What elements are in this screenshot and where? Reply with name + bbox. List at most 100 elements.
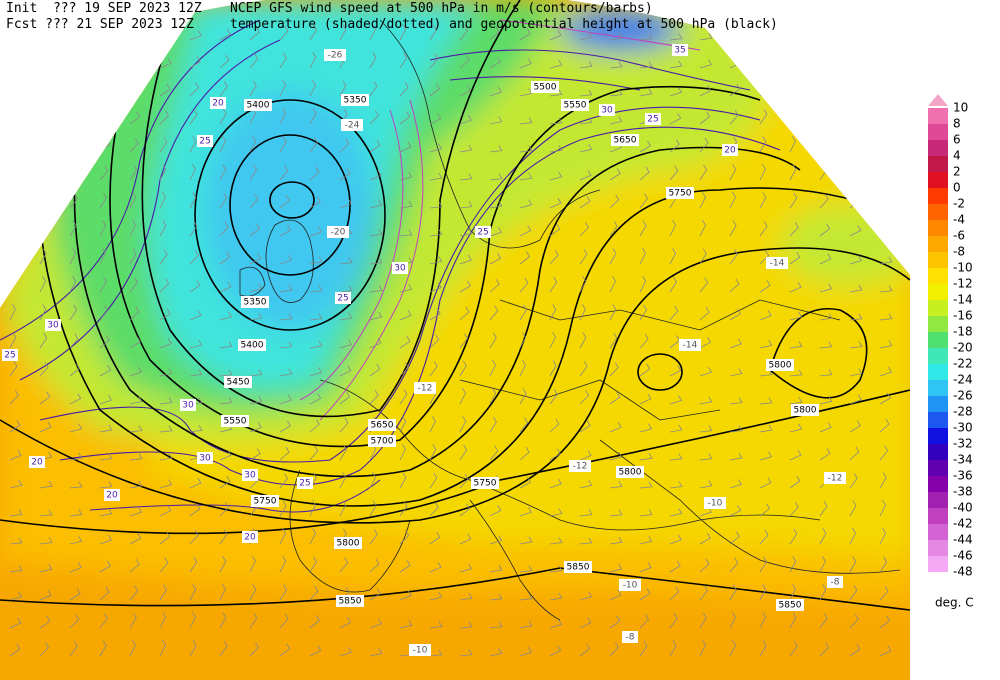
colorbar-label: 6	[953, 133, 961, 147]
barb	[159, 83, 171, 97]
barb	[579, 390, 590, 405]
colorbar-swatch	[928, 172, 948, 188]
barb	[429, 561, 442, 573]
barb	[879, 108, 887, 125]
barb	[189, 339, 203, 349]
barb	[789, 311, 803, 321]
colorbar-swatch	[928, 108, 948, 124]
colorbar-label: 8	[953, 117, 961, 131]
barb	[159, 136, 168, 153]
barb	[699, 336, 712, 349]
barb	[489, 360, 496, 377]
barb	[489, 535, 503, 545]
colorbar-label: -14	[953, 293, 973, 307]
barb	[579, 332, 587, 349]
barb	[39, 168, 51, 181]
barb	[399, 560, 411, 573]
barb	[399, 362, 409, 377]
colorbar-label: -16	[953, 309, 973, 323]
barb	[99, 586, 110, 601]
barb	[429, 256, 443, 265]
barb	[339, 365, 352, 377]
barb	[609, 642, 619, 657]
barb	[729, 531, 740, 545]
barb	[789, 397, 803, 405]
barb	[669, 424, 683, 433]
barb	[579, 537, 593, 545]
barb	[159, 249, 168, 265]
label-box	[224, 376, 252, 388]
barb	[99, 248, 106, 265]
barb	[369, 52, 377, 69]
barb	[129, 585, 139, 601]
barb	[849, 108, 857, 125]
barb	[609, 61, 623, 69]
barb	[669, 395, 683, 405]
barb	[579, 89, 593, 97]
barb	[459, 55, 470, 69]
colorbar-label: -8	[953, 245, 965, 259]
barb	[429, 53, 439, 69]
barb	[69, 193, 79, 209]
barb	[459, 592, 473, 601]
barb	[129, 507, 143, 517]
barb	[429, 416, 436, 433]
barb	[669, 586, 680, 601]
barb	[279, 108, 286, 125]
barb	[579, 617, 592, 629]
barb	[879, 285, 893, 293]
contour-label: -10	[623, 581, 638, 591]
barb	[699, 137, 709, 153]
barb	[519, 304, 527, 321]
barb	[159, 584, 167, 601]
barb	[759, 310, 772, 321]
barb	[699, 640, 706, 657]
barb	[459, 280, 471, 293]
contour-label: -8	[831, 578, 840, 588]
barb	[399, 444, 406, 461]
contour-label: 5800	[769, 361, 792, 371]
barb	[129, 85, 142, 97]
colorbar-swatch	[928, 492, 948, 508]
barb	[369, 472, 376, 489]
barb	[549, 508, 563, 517]
barb	[729, 397, 743, 405]
barb	[159, 164, 167, 181]
barb	[429, 282, 442, 293]
barb	[699, 396, 713, 405]
barb	[579, 591, 593, 601]
barb	[339, 80, 347, 97]
barb	[579, 143, 593, 153]
barb	[249, 369, 263, 377]
barb	[849, 473, 858, 489]
barb	[279, 136, 287, 153]
barb	[519, 199, 533, 209]
label-box	[827, 576, 843, 588]
barb	[759, 451, 773, 461]
contour-label: 30	[394, 264, 406, 274]
barb	[279, 341, 293, 349]
contour-label: 25	[477, 228, 488, 238]
barb	[879, 500, 886, 517]
barb	[699, 192, 707, 209]
barb	[669, 220, 676, 237]
barb	[339, 557, 349, 573]
barb	[219, 340, 233, 349]
label-box	[327, 226, 349, 238]
barb	[309, 52, 317, 69]
barb	[489, 86, 502, 97]
barb	[609, 509, 623, 517]
label-box	[251, 495, 279, 507]
barb	[849, 284, 863, 293]
barb	[39, 89, 53, 97]
barb	[339, 417, 349, 433]
barb	[579, 117, 593, 125]
barb	[489, 505, 502, 517]
contour-label: -24	[345, 121, 360, 131]
barb	[669, 481, 683, 489]
barb	[339, 500, 346, 517]
barb	[369, 588, 381, 601]
barb	[729, 308, 741, 321]
barb	[99, 335, 110, 349]
barb	[609, 421, 622, 433]
